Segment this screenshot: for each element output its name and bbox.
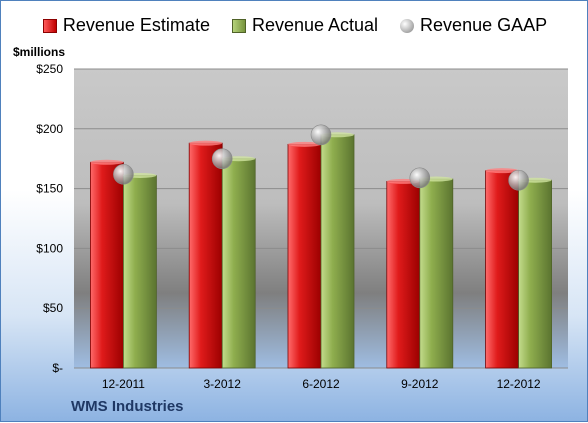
y-tick-label: $200	[36, 122, 63, 136]
y-tick-label: $100	[36, 241, 63, 255]
legend-item-gaap: Revenue GAAP	[400, 15, 547, 36]
legend-label-estimate: Revenue Estimate	[62, 15, 210, 35]
marker-revenue-gaap	[409, 167, 431, 189]
marker-revenue-gaap	[113, 163, 134, 185]
legend-swatch-estimate	[42, 18, 57, 33]
bar-revenue-estimate	[188, 142, 223, 369]
legend: Revenue Estimate Revenue Actual Revenue …	[1, 15, 588, 36]
company-name: WMS Industries	[71, 398, 184, 415]
bar-revenue-estimate-cap	[189, 140, 223, 146]
bar-revenue-estimate-cap	[90, 159, 124, 165]
legend-item-estimate: Revenue Estimate	[42, 15, 210, 36]
y-tick-label: $150	[36, 182, 63, 196]
y-tick-label: $-	[52, 361, 63, 375]
legend-label-gaap: Revenue GAAP	[420, 15, 548, 35]
marker-revenue-gaap	[310, 124, 332, 146]
bar-revenue-actual	[123, 175, 157, 369]
y-axis-label: $millions	[13, 45, 66, 59]
bar-revenue-actual	[320, 134, 355, 369]
legend-swatch-gaap	[400, 18, 415, 33]
bar-revenue-estimate-cap	[485, 168, 519, 174]
bar-revenue-estimate	[90, 161, 124, 369]
marker-revenue-gaap	[211, 148, 233, 169]
bar-revenue-estimate	[287, 143, 322, 369]
legend-label-actual: Revenue Actual	[251, 15, 379, 35]
bar-revenue-actual	[518, 179, 552, 369]
x-tick-label: 3-2012	[204, 377, 242, 391]
bar-revenue-actual	[419, 178, 454, 369]
x-tick-label: 12-2012	[497, 377, 541, 391]
marker-revenue-gaap	[508, 169, 529, 191]
y-tick-label: $50	[43, 301, 63, 315]
bar-revenue-actual	[221, 158, 256, 369]
x-tick-label: 6-2012	[302, 377, 340, 391]
x-tick-label: 12-2011	[102, 377, 145, 391]
bar-revenue-estimate-cap	[288, 141, 321, 147]
bar-revenue-estimate	[386, 181, 421, 369]
bar-revenue-estimate	[485, 170, 520, 369]
legend-swatch-actual	[231, 18, 246, 33]
legend-item-actual: Revenue Actual	[231, 15, 379, 36]
x-tick-label: 9-2012	[401, 377, 439, 391]
y-tick-label: $250	[36, 62, 63, 76]
